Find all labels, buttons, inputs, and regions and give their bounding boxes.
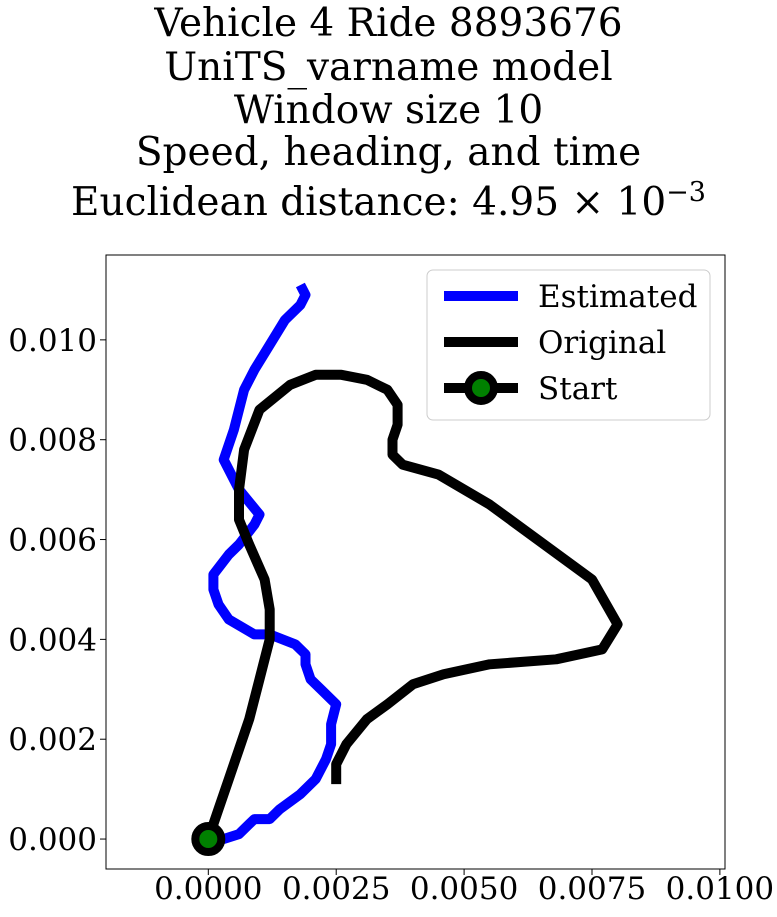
legend-label-start: Start	[538, 371, 618, 407]
title-times-sign: ×	[571, 180, 605, 225]
legend-swatch-start-marker	[464, 371, 498, 405]
x-tick-label: 0.0050	[410, 871, 518, 907]
chart-title-line-5: Euclidean distance: 4.95 × 10−3	[0, 171, 777, 225]
series-line-estimated	[208, 282, 342, 844]
start-point-marker	[191, 822, 226, 857]
legend-label-estimated: Estimated	[538, 279, 697, 315]
title-power-base: 10	[616, 180, 667, 225]
title-distance-prefix: Euclidean distance: 4.95	[71, 180, 560, 225]
legend-label-original: Original	[538, 325, 666, 361]
chart-title-line-3: Window size 10	[233, 88, 544, 133]
axis-ticks: 0.0000 0.0025 0.0050 0.0075 0.0100 0.000 0.002…	[8, 323, 774, 907]
chart-title-line-4: Speed, heading, and time	[135, 130, 642, 175]
x-tick-label: 0.0075	[538, 871, 646, 907]
legend: Estimated Original Start	[426, 269, 711, 421]
y-tick-label: 0.000	[8, 822, 97, 858]
y-tick-label: 0.006	[8, 523, 97, 559]
title-power-exponent: −3	[666, 177, 706, 208]
x-tick-label: 0.0000	[154, 871, 262, 907]
x-tick-label: 0.0100	[666, 871, 774, 907]
y-tick-label: 0.008	[8, 423, 97, 459]
y-tick-label: 0.004	[8, 622, 97, 658]
chart-title-line-2: UniTS_varname model	[164, 45, 613, 90]
legend-box	[426, 269, 711, 421]
chart-title-line-1: Vehicle 4 Ride 8893676	[154, 1, 623, 46]
x-tick-label: 0.0025	[282, 871, 390, 907]
series-line-original	[203, 369, 623, 841]
series-lines	[191, 282, 623, 857]
y-tick-label: 0.010	[8, 323, 97, 359]
plot-frame	[105, 254, 726, 870]
y-tick-label: 0.002	[8, 722, 97, 758]
